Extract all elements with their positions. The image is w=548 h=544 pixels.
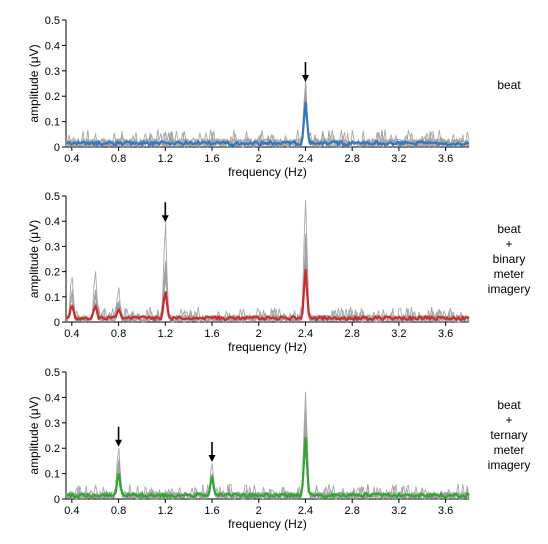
condition-label-line: beat: [497, 398, 521, 412]
x-axis-label: frequency (Hz): [228, 340, 307, 354]
x-tick-label: 3.6: [438, 505, 453, 517]
x-tick-label: 2.4: [298, 328, 313, 340]
x-tick-label: 0.8: [111, 505, 126, 517]
y-tick-label: 0: [54, 317, 60, 329]
y-axis-label: amplitude (μV): [27, 220, 41, 298]
condition-label-line: +: [505, 237, 513, 251]
x-tick-label: 0.4: [64, 153, 79, 165]
individual-trace: [65, 267, 470, 324]
y-tick-label: 0.5: [45, 367, 60, 379]
y-tick-label: 0.4: [45, 216, 60, 228]
mean-trace: [65, 268, 470, 322]
x-tick-label: 2.4: [298, 153, 313, 165]
y-tick-label: 0.5: [45, 15, 60, 27]
y-tick-label: 0.5: [45, 191, 60, 203]
x-tick-label: 2.8: [345, 505, 360, 517]
condition-label-line: meter: [493, 443, 525, 457]
condition-label-line: imagery: [487, 282, 531, 296]
x-tick-label: 3.6: [438, 153, 453, 165]
x-tick-label: 3.2: [391, 505, 406, 517]
panel-1: 0 0.1 0.2 0.3 0.4 0.5 0.4 0.8 1.2 1.6 2 2.4 2.8 3.2 3.…: [27, 15, 470, 179]
x-tick-label: 0.4: [64, 328, 79, 340]
y-tick-label: 0: [54, 494, 60, 506]
x-tick-label: 1.2: [158, 153, 173, 165]
y-tick-label: 0.3: [45, 418, 60, 430]
y-tick-label: 0.4: [45, 40, 60, 52]
condition-label-2: beat + binary meter imagery: [470, 222, 548, 297]
x-tick-label: 1.2: [158, 505, 173, 517]
arrow-head: [161, 215, 169, 223]
condition-label-line: beat: [497, 78, 521, 92]
x-tick-label: 1.6: [204, 328, 219, 340]
x-tick-label: 2: [256, 505, 262, 517]
y-tick-label: 0.1: [45, 469, 60, 481]
y-tick-label: 0.2: [45, 91, 60, 103]
y-tick-label: 0.2: [45, 267, 60, 279]
condition-label-line: +: [505, 413, 513, 427]
arrow-head: [208, 454, 216, 462]
arrow-head: [301, 75, 309, 83]
condition-label-line: meter: [493, 267, 525, 281]
panel-3: 0 0.1 0.2 0.3 0.4 0.5 0.4 0.8 1.2 1.6 2 2.4 2.8 3.2 3.…: [27, 367, 470, 531]
individual-trace: [65, 200, 470, 324]
x-tick-label: 3.6: [438, 328, 453, 340]
y-tick-label: 0.1: [45, 117, 60, 129]
x-tick-label: 1.6: [204, 505, 219, 517]
y-tick-label: 0.2: [45, 443, 60, 455]
x-tick-label: 2.8: [345, 153, 360, 165]
x-tick-label: 0.8: [111, 153, 126, 165]
y-tick-label: 0.3: [45, 241, 60, 253]
condition-label-line: beat: [497, 222, 521, 236]
condition-label-line: imagery: [487, 458, 531, 472]
x-tick-label: 2.8: [345, 328, 360, 340]
condition-label-line: binary: [492, 252, 526, 266]
x-tick-label: 0.8: [111, 328, 126, 340]
y-axis-label: amplitude (μV): [27, 44, 41, 122]
x-tick-label: 2: [256, 328, 262, 340]
y-tick-label: 0: [54, 142, 60, 154]
mean-trace: [65, 101, 470, 147]
x-tick-label: 1.6: [204, 153, 219, 165]
condition-label-3: beat + ternary meter imagery: [470, 398, 548, 473]
individual-trace: [65, 80, 470, 149]
individual-trace: [65, 102, 470, 149]
x-axis-label: frequency (Hz): [228, 517, 307, 531]
x-tick-label: 2: [256, 153, 262, 165]
y-tick-label: 0.4: [45, 392, 60, 404]
x-tick-label: 3.2: [391, 328, 406, 340]
x-tick-label: 2.4: [298, 505, 313, 517]
x-axis-label: frequency (Hz): [228, 165, 307, 179]
mean-trace: [65, 436, 470, 499]
individual-trace: [65, 419, 470, 501]
y-tick-label: 0.3: [45, 66, 60, 78]
x-tick-label: 3.2: [391, 153, 406, 165]
y-tick-label: 0.1: [45, 292, 60, 304]
condition-label-1: beat: [470, 78, 548, 93]
arrow-head: [115, 439, 123, 447]
x-tick-label: 1.2: [158, 328, 173, 340]
x-tick-label: 0.4: [64, 505, 79, 517]
condition-label-line: ternary: [490, 428, 528, 442]
panel-2: 0 0.1 0.2 0.3 0.4 0.5 0.4 0.8 1.2 1.6 2 2.4 2.8 3.2 3.…: [27, 191, 470, 354]
y-axis-label: amplitude (μV): [27, 396, 41, 474]
individual-trace: [65, 391, 470, 501]
